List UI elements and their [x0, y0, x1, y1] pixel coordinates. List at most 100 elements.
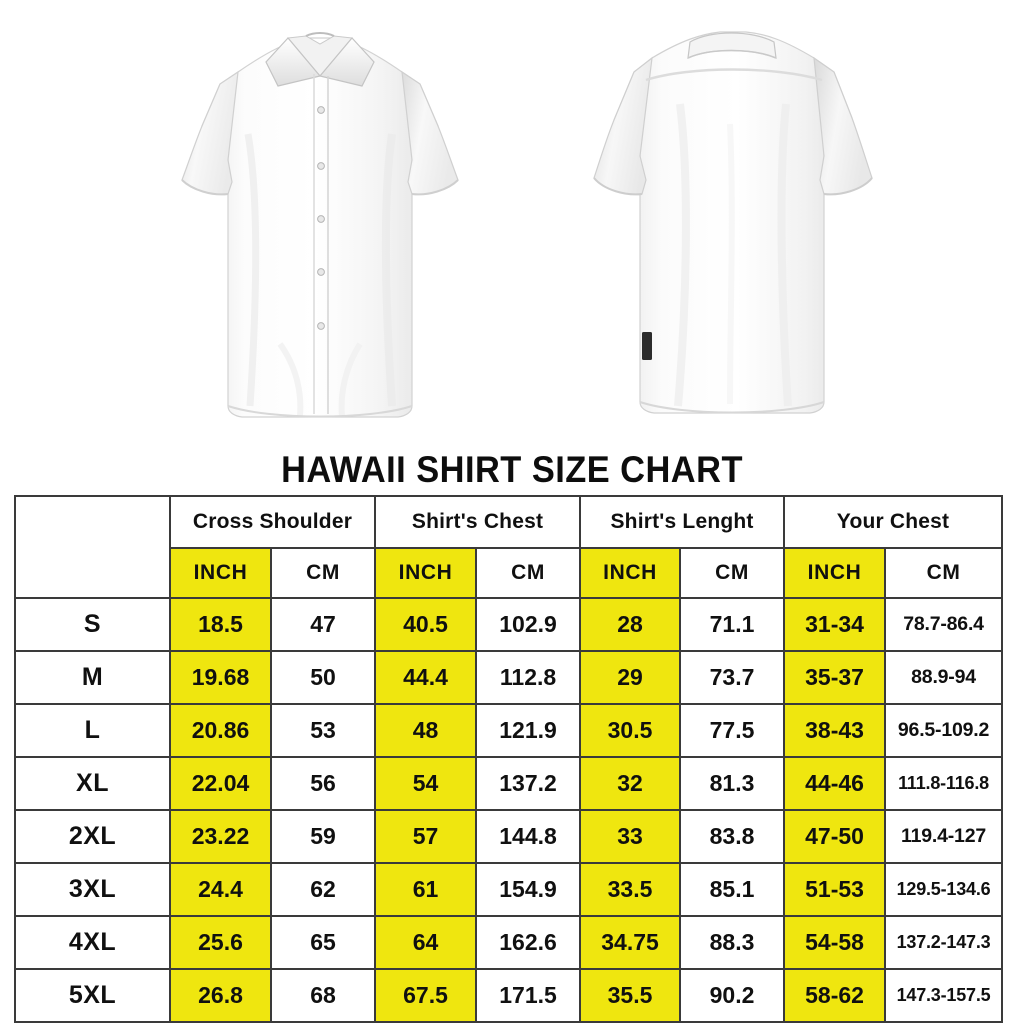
cell-cross-shoulder-cm: 50 [269, 650, 377, 705]
size-label: XL [14, 756, 171, 811]
cell-shirts-lenght-cm: 90.2 [679, 968, 786, 1023]
highlight-fill [786, 865, 884, 914]
size-chart-table-wrapper: Cross Shoulder Shirt's Chest Shirt's Len… [14, 495, 1004, 1023]
product-photo-band [0, 0, 1024, 448]
cell-your-chest-inch: 44-46 [783, 756, 887, 811]
cell-cross-shoulder-inch: 18.5 [169, 597, 272, 652]
cell-your-chest-cm: 96.5-109.2 [884, 703, 1004, 758]
highlight-fill [786, 971, 884, 1020]
cell-your-chest-inch: 47-50 [783, 809, 887, 864]
group-header-shirts-chest: Shirt's Chest [374, 495, 582, 549]
shirt-front-view [120, 14, 520, 434]
highlight-fill [786, 706, 884, 755]
cell-cross-shoulder-inch: 20.86 [169, 703, 272, 758]
highlight-fill [377, 812, 475, 861]
highlight-fill [172, 971, 269, 1020]
highlight-fill [786, 918, 884, 967]
cell-shirts-lenght-cm: 77.5 [679, 703, 786, 758]
highlight-fill [377, 600, 475, 649]
cell-cross-shoulder-inch: 25.6 [169, 915, 272, 970]
size-label: 2XL [14, 809, 171, 864]
cell-your-chest-inch: 31-34 [783, 597, 887, 652]
cell-your-chest-inch: 58-62 [783, 968, 887, 1023]
cell-shirts-lenght-inch: 29 [579, 650, 682, 705]
cell-your-chest-cm: 129.5-134.6 [884, 862, 1004, 917]
cell-shirts-lenght-inch: 28 [579, 597, 682, 652]
cell-your-chest-cm: 78.7-86.4 [884, 597, 1004, 652]
cell-cross-shoulder-cm: 68 [269, 968, 377, 1023]
table-row: L 20.86 53 48 121.9 30.5 77.5 38-43 96.5… [14, 703, 1004, 758]
unit-header-shirts-chest-inch: INCH [374, 547, 478, 599]
highlight-fill [582, 600, 679, 649]
highlight-fill [172, 865, 269, 914]
shirt-back-view [530, 14, 930, 434]
cell-shirts-chest-cm: 112.8 [475, 650, 582, 705]
cell-shirts-chest-cm: 144.8 [475, 809, 582, 864]
highlight-fill [582, 812, 679, 861]
cell-shirts-lenght-inch: 33.5 [579, 862, 682, 917]
cell-cross-shoulder-cm: 56 [269, 756, 377, 811]
group-header-your-chest: Your Chest [783, 495, 1004, 549]
highlight-fill [582, 759, 679, 808]
table-row: 2XL 23.22 59 57 144.8 33 83.8 47-50 119.… [14, 809, 1004, 864]
highlight-fill [786, 600, 884, 649]
unit-header-shirts-lenght-cm: CM [679, 547, 786, 599]
table-row: XL 22.04 56 54 137.2 32 81.3 44-46 111.8… [14, 756, 1004, 811]
size-label: M [14, 650, 171, 705]
highlight-fill [172, 759, 269, 808]
shirt-side-label [642, 332, 652, 360]
cell-shirts-lenght-cm: 85.1 [679, 862, 786, 917]
size-label: 4XL [14, 915, 171, 970]
highlight-fill [377, 653, 475, 702]
highlight-fill [786, 812, 884, 861]
cell-cross-shoulder-inch: 24.4 [169, 862, 272, 917]
unit-header-shirts-chest-cm: CM [475, 547, 582, 599]
table-row: M 19.68 50 44.4 112.8 29 73.7 35-37 88.9… [14, 650, 1004, 705]
highlight-fill [582, 706, 679, 755]
cell-shirts-lenght-cm: 88.3 [679, 915, 786, 970]
cell-shirts-chest-inch: 44.4 [374, 650, 478, 705]
cell-shirts-chest-cm: 171.5 [475, 968, 582, 1023]
highlight-fill [172, 653, 269, 702]
table-unit-header-row: INCH CM INCH CM INCH CM IN [15, 547, 1004, 599]
group-header-shirts-lenght: Shirt's Lenght [579, 495, 786, 549]
table-row: 5XL 26.8 68 67.5 171.5 35.5 90.2 58-62 1… [14, 968, 1004, 1023]
cell-your-chest-cm: 147.3-157.5 [884, 968, 1004, 1023]
table-corner-cell [14, 495, 171, 599]
cell-cross-shoulder-cm: 59 [269, 809, 377, 864]
highlight-fill [582, 918, 679, 967]
cell-your-chest-cm: 119.4-127 [884, 809, 1004, 864]
unit-header-your-chest-cm: CM [884, 547, 1004, 599]
highlight-fill [377, 706, 475, 755]
cell-your-chest-inch: 54-58 [783, 915, 887, 970]
highlight-fill [786, 550, 884, 596]
cell-shirts-chest-inch: 67.5 [374, 968, 478, 1023]
page-title: HAWAII SHIRT SIZE CHART [281, 449, 743, 490]
cell-shirts-lenght-cm: 73.7 [679, 650, 786, 705]
highlight-fill [582, 550, 679, 596]
highlight-fill [377, 918, 475, 967]
cell-cross-shoulder-cm: 65 [269, 915, 377, 970]
size-label: 3XL [14, 862, 171, 917]
table-row: 3XL 24.4 62 61 154.9 33.5 85.1 51-53 129… [14, 862, 1004, 917]
highlight-fill [172, 918, 269, 967]
cell-shirts-lenght-inch: 34.75 [579, 915, 682, 970]
cell-shirts-chest-inch: 48 [374, 703, 478, 758]
unit-header-your-chest-inch: INCH [783, 547, 887, 599]
highlight-fill [172, 812, 269, 861]
group-header-cross-shoulder: Cross Shoulder [168, 495, 377, 549]
table-group-header-row: Cross Shoulder Shirt's Chest Shirt's Len… [14, 495, 1004, 599]
cell-your-chest-cm: 88.9-94 [884, 650, 1004, 705]
highlight-fill [172, 550, 269, 596]
highlight-fill [582, 653, 679, 702]
highlight-fill [582, 865, 679, 914]
cell-cross-shoulder-cm: 53 [269, 703, 377, 758]
cell-shirts-lenght-cm: 83.8 [679, 809, 786, 864]
cell-shirts-lenght-inch: 30.5 [579, 703, 682, 758]
cell-shirts-chest-cm: 121.9 [475, 703, 582, 758]
highlight-fill [786, 653, 884, 702]
cell-cross-shoulder-inch: 26.8 [169, 968, 272, 1023]
cell-shirts-chest-cm: 102.9 [475, 597, 582, 652]
cell-cross-shoulder-cm: 47 [269, 597, 377, 652]
